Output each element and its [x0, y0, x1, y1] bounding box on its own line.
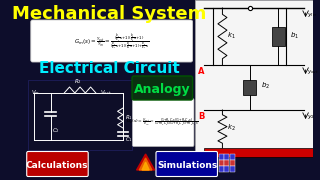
Text: Analogy: Analogy [133, 82, 190, 96]
Bar [219, 166, 224, 172]
Polygon shape [137, 154, 155, 170]
FancyBboxPatch shape [156, 152, 218, 177]
Bar [28, 80, 132, 150]
Text: $y_{out}$: $y_{out}$ [308, 68, 319, 76]
Text: $y_2$: $y_2$ [308, 113, 316, 121]
Text: $V_{in}$: $V_{in}$ [31, 88, 40, 97]
Bar [230, 154, 235, 159]
Bar [272, 26, 285, 46]
Text: $R_2$: $R_2$ [74, 77, 82, 86]
Bar [243, 80, 256, 95]
Text: $C_2$: $C_2$ [52, 126, 60, 135]
Text: Electrical Circuit: Electrical Circuit [39, 60, 180, 75]
Text: $G_m(s){=}\frac{Y_{out}}{Y_{in}}{=}\frac{(\frac{b_1}{k_1}s{+}1)(\frac{b_2}{k_2}s: $G_m(s){=}\frac{Y_{out}}{Y_{in}}{=}\frac… [74, 32, 149, 52]
FancyBboxPatch shape [132, 98, 194, 147]
Text: Mechanical System: Mechanical System [12, 5, 207, 23]
Text: $C_1$: $C_1$ [125, 135, 133, 144]
Text: Calculations: Calculations [26, 161, 88, 170]
Text: B: B [198, 112, 204, 121]
Bar [224, 160, 229, 165]
Text: A: A [198, 67, 204, 76]
Text: Simulations: Simulations [157, 161, 217, 170]
Polygon shape [142, 162, 149, 170]
FancyBboxPatch shape [132, 76, 193, 100]
Bar [195, 0, 313, 155]
Polygon shape [139, 158, 152, 170]
FancyBboxPatch shape [27, 152, 88, 177]
Bar [224, 154, 229, 159]
Bar [230, 160, 235, 165]
Text: $V_{out}$: $V_{out}$ [100, 88, 113, 97]
Bar [219, 160, 224, 165]
FancyBboxPatch shape [31, 20, 193, 62]
Text: $b_2$: $b_2$ [261, 81, 270, 91]
Text: $b_1$: $b_1$ [290, 31, 299, 41]
Bar [224, 166, 229, 172]
Bar [219, 154, 224, 159]
Bar [230, 166, 235, 172]
Text: $k_2$: $k_2$ [227, 123, 236, 133]
Text: $k_1$: $k_1$ [227, 31, 236, 41]
Text: $G_e(s){=}\frac{V_{out}}{V_{in}}{=}\frac{(1{+}R_1C_1s)(1{+}R_2C_2s)}{(1{+}R_1C_1: $G_e(s){=}\frac{V_{out}}{V_{in}}{=}\frac… [126, 117, 199, 129]
Text: $R_1$: $R_1$ [125, 114, 133, 122]
Bar [204, 148, 313, 157]
Text: $y_{in}$: $y_{in}$ [308, 11, 317, 19]
